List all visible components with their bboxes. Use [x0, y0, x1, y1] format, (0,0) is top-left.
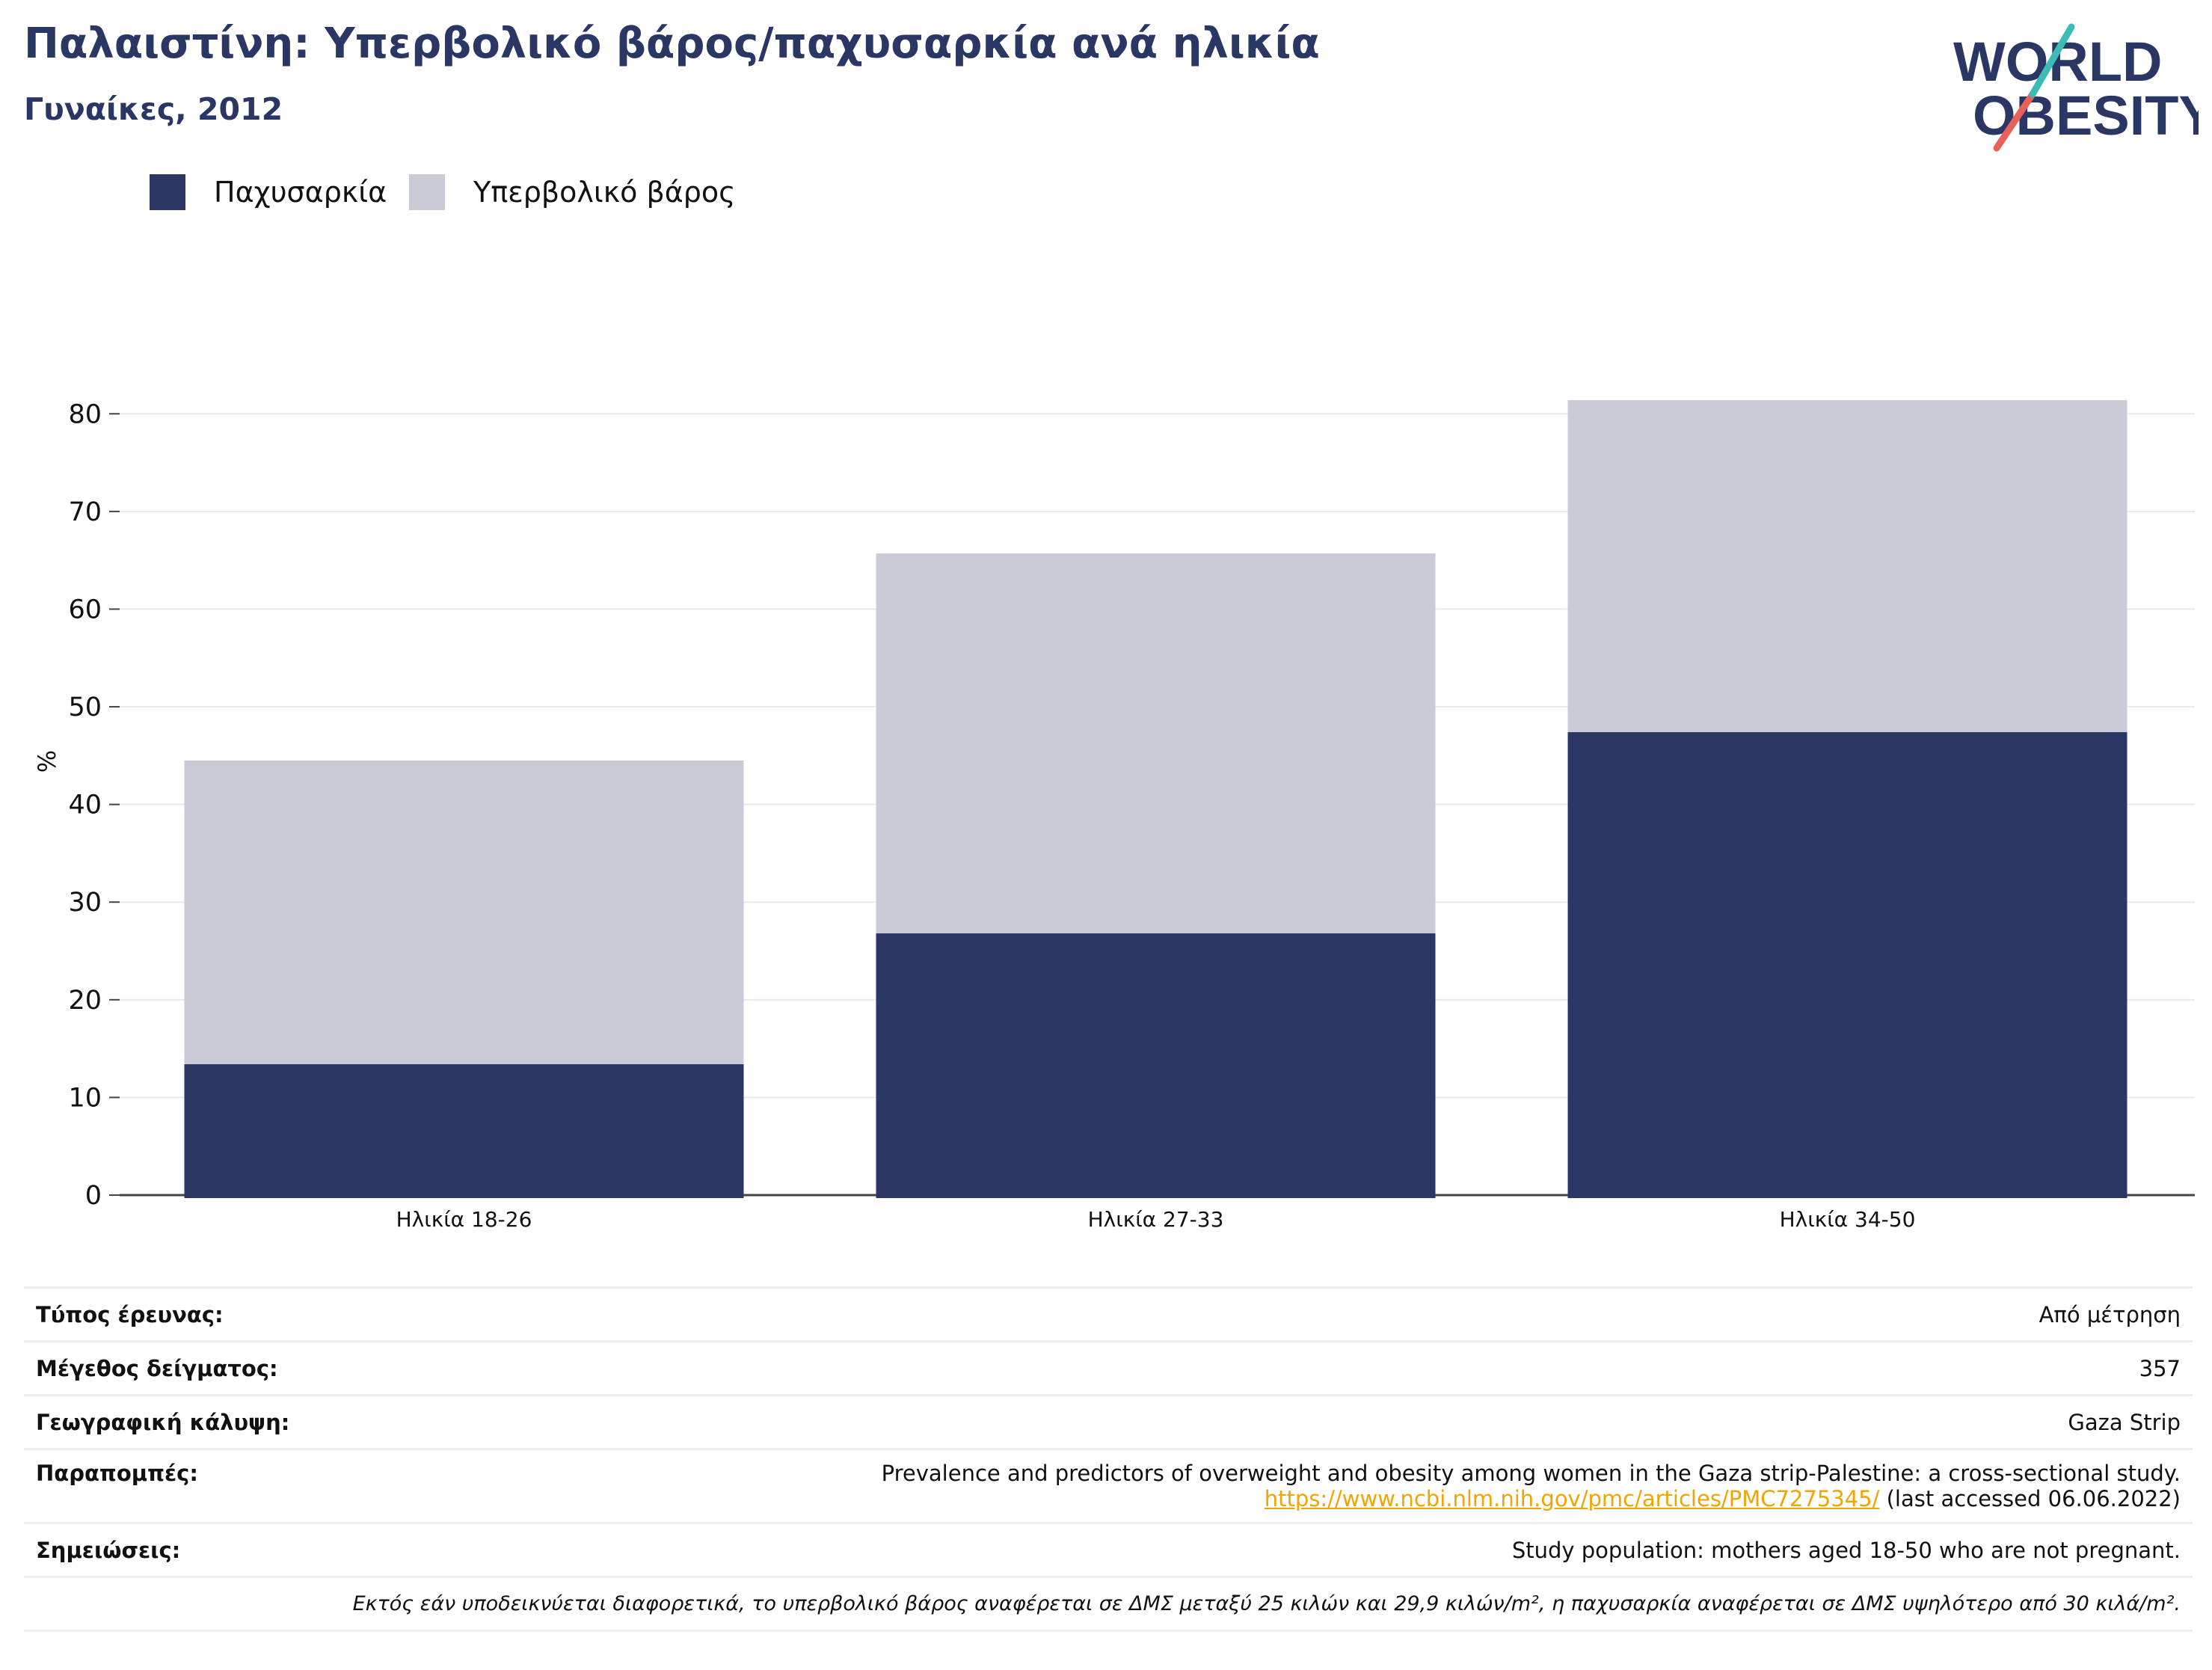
- y-tick-label-70: 70: [68, 497, 102, 527]
- y-tick-label-50: 50: [68, 693, 102, 722]
- stacked-bar-chart: 0 10 20 30 40 50 60 70 80 Ηλικία 18-26 Ηλικία 27-…: [33, 399, 2195, 1232]
- info-table: Τύπος έρευνας: Από μέτρηση Μέγεθος δείγμ…: [24, 1286, 2193, 1632]
- bar-overweight-2: [1567, 400, 2127, 733]
- logo-slash-teal: [2029, 23, 2075, 98]
- x-tick-labels: Ηλικία 18-26 Ηλικία 27-33 Ηλικία 34-50: [396, 1207, 1916, 1232]
- legend-label-overweight: Υπερβολικό βάρος: [473, 176, 736, 209]
- y-tick-label-0: 0: [85, 1181, 102, 1211]
- x-tick-label-0: Ηλικία 18-26: [396, 1207, 532, 1232]
- world-obesity-logo: WORLD OBESITY: [1953, 23, 2199, 152]
- y-tick-label-30: 30: [68, 888, 102, 918]
- footnote: Εκτός εάν υποδεικνύεται διαφορετικά, το …: [24, 1576, 2193, 1632]
- reference-accessed: (last accessed 06.06.2022): [1886, 1486, 2181, 1511]
- legend-swatch-overweight: [409, 174, 446, 210]
- info-row-notes: Σημειώσεις: Study population: mothers ag…: [24, 1522, 2193, 1576]
- reference-text: Prevalence and predictors of overweight …: [881, 1461, 2181, 1486]
- info-row-survey-type: Τύπος έρευνας: Από μέτρηση: [24, 1286, 2193, 1340]
- info-row-references: Παραπομπές: Prevalence and predictors of…: [24, 1448, 2193, 1522]
- survey-type-value: Από μέτρηση: [2039, 1301, 2181, 1327]
- y-tick-label-20: 20: [68, 986, 102, 1016]
- info-row-coverage: Γεωγραφική κάλυψη: Gaza Strip: [24, 1394, 2193, 1448]
- legend-item-overweight: Υπερβολικό βάρος: [409, 174, 735, 210]
- legend-label-obesity: Παχυσαρκία: [214, 176, 387, 209]
- legend-item-obesity: Παχυσαρκία: [150, 174, 387, 210]
- sample-size-value: 357: [2139, 1355, 2181, 1381]
- y-tick-label-10: 10: [68, 1083, 102, 1113]
- logo-line-1: WORLD: [1953, 31, 2163, 93]
- x-tick-label-1: Ηλικία 27-33: [1088, 1207, 1224, 1232]
- bar-obesity-0: [184, 1064, 744, 1198]
- notes-label: Σημειώσεις:: [36, 1537, 181, 1563]
- page-title: Παλαιστίνη: Υπερβολικό βάρος/παχυσαρκία …: [24, 19, 1320, 68]
- coverage-value: Gaza Strip: [2068, 1409, 2181, 1435]
- page-subtitle: Γυναίκες, 2012: [24, 91, 283, 127]
- bars: [184, 400, 2127, 1198]
- y-tick-label-40: 40: [68, 791, 102, 820]
- reference-link[interactable]: https://www.ncbi.nlm.nih.gov/pmc/article…: [1264, 1486, 1880, 1511]
- logo-slash-red: [1993, 90, 2036, 152]
- y-tick-label-60: 60: [68, 595, 102, 624]
- sample-size-label: Μέγεθος δείγματος:: [36, 1355, 278, 1381]
- references-label: Παραπομπές:: [36, 1461, 198, 1486]
- y-tick-label-80: 80: [68, 399, 102, 429]
- y-tick-labels: 0 10 20 30 40 50 60 70 80: [68, 399, 102, 1211]
- coverage-label: Γεωγραφική κάλυψη:: [36, 1409, 290, 1435]
- notes-value: Study population: mothers aged 18-50 who…: [1511, 1537, 2181, 1563]
- info-row-sample-size: Μέγεθος δείγματος: 357: [24, 1340, 2193, 1394]
- references-value: Prevalence and predictors of overweight …: [882, 1461, 2181, 1511]
- x-tick-label-2: Ηλικία 34-50: [1780, 1207, 1916, 1232]
- legend-swatch-obesity: [150, 174, 185, 210]
- chart-legend: Παχυσαρκία Υπερβολικό βάρος: [150, 174, 758, 211]
- bar-obesity-1: [876, 933, 1436, 1198]
- bar-overweight-1: [876, 553, 1436, 934]
- survey-type-label: Τύπος έρευνας:: [36, 1301, 224, 1327]
- bar-obesity-2: [1567, 732, 2127, 1198]
- y-axis-label: %: [33, 750, 61, 773]
- bar-overweight-0: [184, 760, 744, 1065]
- logo-line-2: OBESITY: [1973, 85, 2199, 147]
